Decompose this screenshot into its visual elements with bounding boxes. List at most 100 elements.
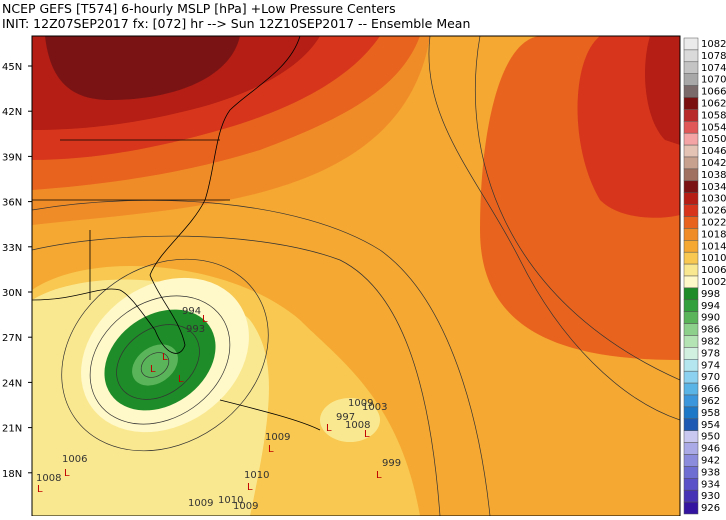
level-label: 1038	[701, 170, 726, 181]
color-swatch	[683, 311, 699, 324]
level-label: 1074	[701, 63, 726, 74]
header-line1: NCEP GEFS [T574] 6-hourly MSLP [hPa] +Lo…	[2, 1, 396, 16]
level-label: 1070	[701, 75, 726, 86]
low-value: 997	[336, 412, 355, 423]
low-value: 993	[186, 324, 205, 335]
level-label: 1062	[701, 98, 726, 109]
map	[32, 36, 680, 516]
level-label: 1066	[701, 87, 726, 98]
field	[132, 344, 178, 386]
low-value: 1008	[345, 420, 370, 431]
field	[645, 36, 680, 145]
color-swatch	[683, 347, 699, 360]
level-label: 942	[701, 455, 720, 466]
color-swatch	[683, 216, 699, 229]
level-label: 1034	[701, 182, 726, 193]
level-label: 970	[701, 372, 720, 383]
level-label: 1018	[701, 229, 726, 240]
low-value: 1008	[36, 473, 61, 484]
level-label: 998	[701, 289, 720, 300]
color-swatch	[683, 323, 699, 336]
color-swatch	[683, 466, 699, 479]
level-label: 982	[701, 336, 720, 347]
level-label: 974	[701, 360, 720, 371]
low-value: 1006	[62, 454, 87, 465]
color-swatch	[683, 406, 699, 420]
color-swatch	[683, 501, 699, 515]
color-swatch	[683, 251, 699, 265]
low-marker: L	[162, 352, 168, 363]
color-swatch	[683, 73, 699, 86]
low-marker: L	[178, 374, 184, 385]
low-marker: L	[202, 314, 208, 325]
lat-label: 45N	[2, 62, 22, 73]
color-swatch	[683, 275, 699, 289]
level-label: 950	[701, 432, 720, 443]
low-marker: L	[376, 470, 382, 481]
color-swatch	[683, 430, 699, 443]
level-label: 1082	[701, 39, 726, 50]
level-label: 958	[701, 408, 720, 419]
color-swatch	[683, 85, 699, 98]
color-swatch	[683, 299, 699, 312]
field	[45, 36, 240, 100]
level-label: 1050	[701, 134, 726, 145]
color-swatch	[683, 180, 699, 193]
colorbar: 1082107810741070106610621058105410501046…	[683, 37, 726, 515]
color-swatch	[683, 240, 699, 253]
header-line2: INIT: 12Z07SEP2017 fx: [072] hr --> Sun …	[2, 16, 470, 31]
color-swatch	[683, 478, 699, 491]
low-marker: L	[150, 364, 156, 375]
level-label: 962	[701, 396, 720, 407]
coastline	[32, 36, 321, 431]
low-value: 1010	[244, 470, 269, 481]
color-swatch	[683, 287, 699, 301]
low-marker: L	[64, 468, 70, 479]
level-label: 966	[701, 384, 720, 395]
color-swatch	[683, 61, 699, 74]
level-label: 938	[701, 467, 720, 478]
color-swatch	[683, 394, 699, 408]
lat-labels: 45N 42N 39N 36N 33N 30N 27N 24N 21N 18N	[2, 62, 32, 480]
low-value: 1009	[188, 498, 213, 509]
low-value: 1009	[348, 398, 373, 409]
level-label: 990	[701, 313, 720, 324]
color-swatch	[683, 263, 699, 277]
level-label: 934	[701, 479, 720, 490]
low-value: 999	[382, 458, 401, 469]
lat-label: 33N	[2, 243, 22, 254]
low-marker: L	[247, 482, 253, 493]
level-label: 930	[701, 491, 720, 502]
lat-label: 30N	[2, 288, 22, 299]
level-label: 1022	[701, 217, 726, 228]
low-value: 1010	[218, 495, 243, 506]
level-label: 1014	[701, 241, 726, 252]
color-swatch	[683, 97, 699, 110]
low-value: 1009	[265, 432, 290, 443]
color-swatch	[683, 418, 699, 431]
color-swatch	[683, 156, 699, 170]
color-swatch	[683, 204, 699, 217]
color-swatch	[683, 335, 699, 348]
color-swatch	[683, 132, 699, 146]
color-swatch	[683, 121, 699, 134]
level-label: 1010	[701, 253, 726, 264]
level-label: 1030	[701, 194, 726, 205]
low-value: 1009	[233, 501, 258, 512]
low-marker: L	[268, 444, 274, 455]
lat-label: 21N	[2, 424, 22, 435]
level-label: 1042	[701, 158, 726, 169]
lat-label: 39N	[2, 152, 22, 163]
low-value: 1003	[362, 402, 387, 413]
color-swatch	[683, 442, 699, 455]
color-swatch	[683, 489, 699, 503]
low-marker: L	[364, 429, 370, 440]
level-label: 1054	[701, 122, 726, 133]
color-swatch	[683, 454, 699, 467]
color-swatch	[683, 228, 699, 241]
low-marker: L	[326, 423, 332, 434]
level-label: 978	[701, 348, 720, 359]
level-label: 1026	[701, 206, 726, 217]
level-label: 1078	[701, 51, 726, 62]
